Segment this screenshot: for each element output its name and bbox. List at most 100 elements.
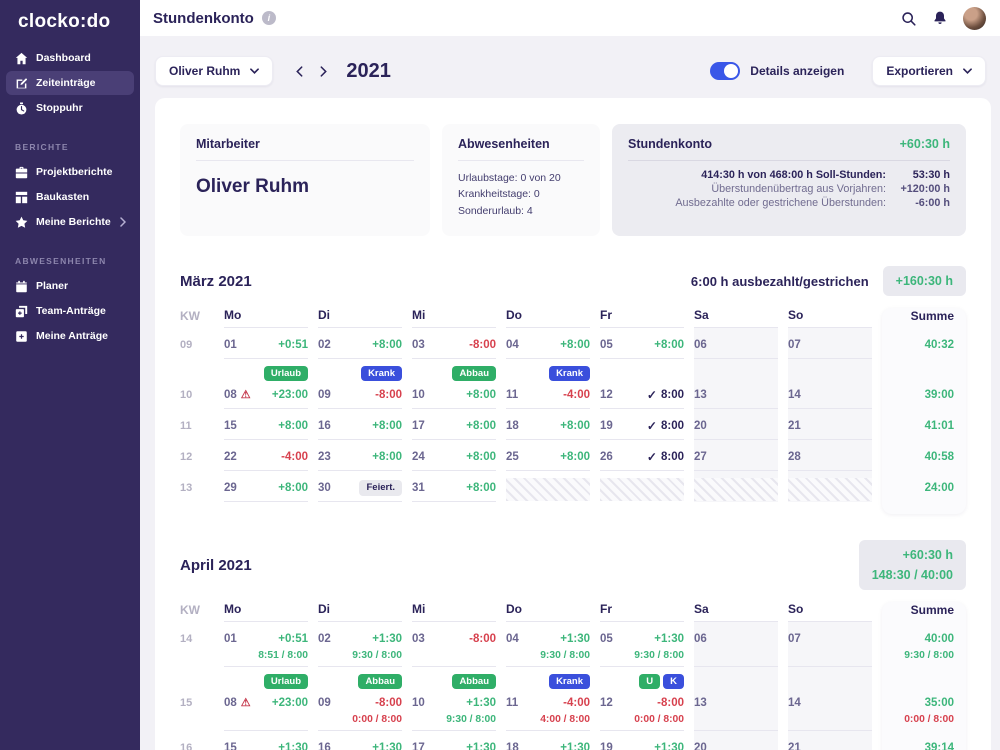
day-cell[interactable]: Urlaub 08 ⚠ +23:00 <box>224 674 308 731</box>
day-cell[interactable]: 23 +8:00 <box>318 447 402 471</box>
day-cell[interactable]: 17 +8:00 <box>412 416 496 440</box>
stopwatch-icon <box>14 101 28 115</box>
day-cell[interactable]: 15+1:309:30 / 8:00 <box>224 738 308 750</box>
day-cell[interactable]: 07 <box>788 629 872 667</box>
day-cell[interactable]: 31 +8:00 <box>412 478 496 502</box>
absence-badge: U <box>639 674 661 690</box>
day-number: 26 <box>600 451 613 463</box>
day-cell[interactable]: 24 +8:00 <box>412 447 496 471</box>
day-cell[interactable]: 21 <box>788 416 872 440</box>
day-cell[interactable]: 04 +8:00 <box>506 335 590 359</box>
day-cell[interactable]: Abbau 09 -8:00 0:00 / 8:00 <box>318 674 402 731</box>
day-number: 31 <box>412 482 425 494</box>
day-cell[interactable]: 18 +8:00 <box>506 416 590 440</box>
day-number: 07 <box>788 633 801 645</box>
day-cell[interactable]: Krank 09 -8:00 <box>318 366 402 409</box>
day-cell[interactable]: 03 -8:00 <box>412 629 496 667</box>
day-cell[interactable]: 03 -8:00 <box>412 335 496 359</box>
day-cell[interactable]: 28 <box>788 447 872 471</box>
day-number: 28 <box>788 451 801 463</box>
day-cell[interactable]: 16+1:309:30 / 8:00 <box>318 738 402 750</box>
day-cell[interactable]: Urlaub 08 ⚠ +23:00 <box>224 366 308 409</box>
previous-year-button[interactable] <box>289 61 309 81</box>
day-number: 23 <box>318 451 331 463</box>
day-cell[interactable]: 19 ✓ 8:00 <box>600 416 684 440</box>
week-row: 14 01 +0:51 8:51 / 8:00 02 +1:30 9:30 / 8:00 03… <box>180 629 966 667</box>
day-cell[interactable]: 16 +8:00 <box>318 416 402 440</box>
sidebar-item-dashboard[interactable]: Dashboard <box>6 46 134 70</box>
day-cell[interactable]: 30 Feiert. <box>318 478 402 502</box>
col-header-day: So <box>788 308 872 328</box>
day-cell[interactable]: 05 +1:30 9:30 / 8:00 <box>600 629 684 667</box>
day-cell[interactable]: 01 +0:51 8:51 / 8:00 <box>224 629 308 667</box>
day-cell[interactable]: 18+1:309:30 / 8:00 <box>506 738 590 750</box>
kw-cell: 12 <box>180 447 214 471</box>
sidebar-item-baukasten[interactable]: Baukasten <box>6 185 134 209</box>
day-cell[interactable]: 06 <box>694 629 778 667</box>
day-value: +8:00 <box>466 482 496 494</box>
day-cell[interactable]: 25 +8:00 <box>506 447 590 471</box>
export-button[interactable]: Exportieren <box>872 56 986 86</box>
sidebar-item-planer[interactable]: Planer <box>6 274 134 298</box>
details-toggle[interactable] <box>710 62 741 80</box>
day-cell[interactable]: Abbau 10 +8:00 <box>412 366 496 409</box>
day-cell[interactable]: 21 <box>788 738 872 750</box>
holiday-badge: Feiert. <box>359 480 402 496</box>
sidebar-item-label: Stoppuhr <box>36 102 83 114</box>
day-number: 19 <box>600 742 613 750</box>
day-cell[interactable]: 12 ✓ 8:00 <box>600 366 684 409</box>
search-icon[interactable] <box>900 10 917 27</box>
hours-account-row: Überstundenübertrag aus Vorjahren: +120:… <box>711 183 950 195</box>
notifications-bell-icon[interactable] <box>932 10 948 26</box>
day-cell[interactable]: 05 +8:00 <box>600 335 684 359</box>
table-header-row: KW Mo Di Mi Do Fr Sa So Summe <box>180 308 966 328</box>
day-cell[interactable]: Abbau 10 +1:30 9:30 / 8:00 <box>412 674 496 731</box>
day-cell[interactable]: 29 +8:00 <box>224 478 308 502</box>
absence-badge: Krank <box>361 366 402 382</box>
sidebar-item-stoppuhr[interactable]: Stoppuhr <box>6 96 134 120</box>
kw-label: 14 <box>180 633 193 645</box>
day-cell[interactable]: 14 <box>788 366 872 409</box>
day-cell[interactable]: 13 <box>694 674 778 731</box>
month-header-right: +60:30 h 148:30 / 40:00 <box>858 540 966 590</box>
day-cell[interactable]: 02 +1:30 9:30 / 8:00 <box>318 629 402 667</box>
day-cell[interactable]: 14 <box>788 674 872 731</box>
day-cell[interactable]: Krank 11 -4:00 4:00 / 8:00 <box>506 674 590 731</box>
employee-select-button[interactable]: Oliver Ruhm <box>155 56 274 86</box>
user-avatar[interactable] <box>963 6 986 30</box>
next-year-button[interactable] <box>313 61 333 81</box>
day-number: 01 <box>224 633 237 645</box>
day-cell[interactable]: 07 <box>788 335 872 359</box>
day-value: -4:00 <box>563 697 590 709</box>
day-cell[interactable]: 22 -4:00 <box>224 447 308 471</box>
sidebar-item-meine-berichte[interactable]: Meine Berichte <box>6 210 134 234</box>
day-cell[interactable]: 02 +8:00 <box>318 335 402 359</box>
app-logo: clocko:do <box>18 11 111 32</box>
day-cell[interactable]: 01 +0:51 <box>224 335 308 359</box>
day-cell[interactable]: 26 ✓ 8:00 <box>600 447 684 471</box>
day-cell[interactable]: 27 <box>694 447 778 471</box>
info-icon[interactable]: i <box>261 11 276 25</box>
badge-row <box>788 674 872 693</box>
sidebar-item-projektberichte[interactable]: Projektberichte <box>6 160 134 184</box>
day-cell[interactable]: 19+1:309:30 / 8:00 <box>600 738 684 750</box>
day-cell <box>788 478 872 502</box>
kw-label: 09 <box>180 339 193 351</box>
day-cell[interactable]: 15 +8:00 <box>224 416 308 440</box>
day-cell[interactable]: U K 12 -8:00 0:00 / 8:00 <box>600 674 684 731</box>
day-cell[interactable]: 04 +1:30 9:30 / 8:00 <box>506 629 590 667</box>
week-sum-cell: 40:00 9:30 / 8:00 <box>882 629 966 667</box>
day-cell[interactable]: 20 <box>694 416 778 440</box>
sidebar-item-team-antraege[interactable]: Team-Anträge <box>6 299 134 323</box>
day-cell[interactable]: 13 <box>694 366 778 409</box>
day-cell[interactable]: 17+1:309:30 / 8:00 <box>412 738 496 750</box>
day-number: 27 <box>694 451 707 463</box>
warning-icon: ⚠ <box>240 696 251 709</box>
day-cell[interactable]: Krank 11 -4:00 <box>506 366 590 409</box>
month-section: März 2021 6:00 h ausbezahlt/gestrichen +16… <box>180 266 966 514</box>
day-value: ✓ 8:00 <box>646 419 684 433</box>
day-cell[interactable]: 06 <box>694 335 778 359</box>
sidebar-item-zeiteintraege[interactable]: Zeiteinträge <box>6 71 134 95</box>
day-cell[interactable]: 20 <box>694 738 778 750</box>
sidebar-item-meine-antraege[interactable]: Meine Anträge <box>6 324 134 348</box>
